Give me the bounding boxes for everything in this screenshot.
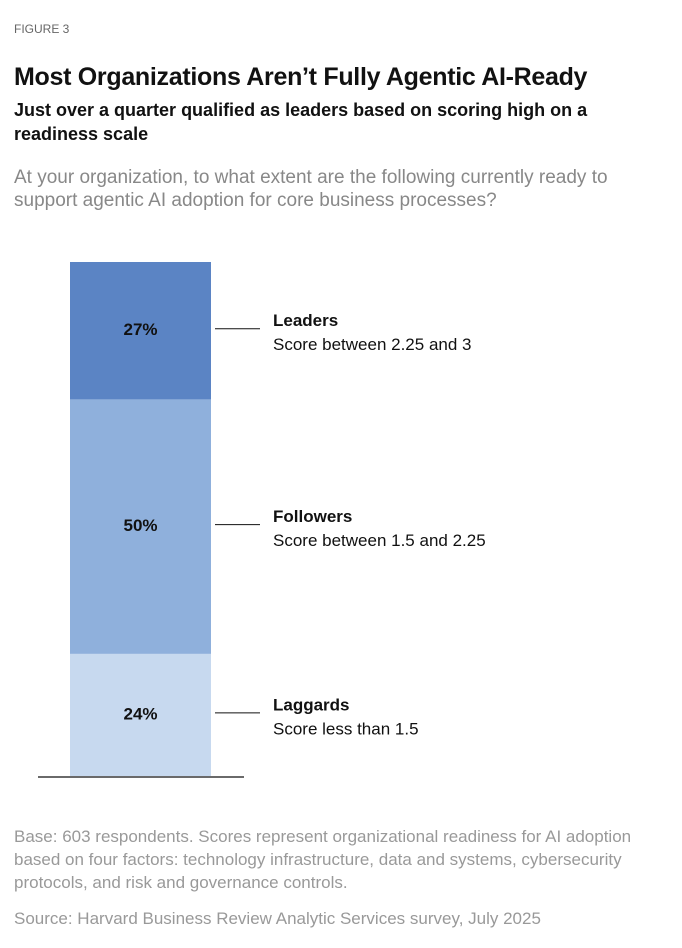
legend-label: Laggards xyxy=(273,695,350,714)
value-label: 27% xyxy=(123,320,157,339)
chart-subtitle: Just over a quarter qualified as leaders… xyxy=(14,100,588,144)
bar-segment xyxy=(70,399,211,654)
legend-description: Score between 1.5 and 2.25 xyxy=(273,531,486,550)
legend-description: Score less than 1.5 xyxy=(273,719,419,738)
bar-segment xyxy=(70,653,211,776)
survey-question: At your organization, to what extent are… xyxy=(14,167,608,211)
value-label: 24% xyxy=(123,704,157,723)
legend-label: Followers xyxy=(273,507,352,526)
legend-label: Leaders xyxy=(273,311,338,330)
footnote: Base: 603 respondents. Scores represent … xyxy=(14,827,632,892)
source: Source: Harvard Business Review Analytic… xyxy=(14,909,541,928)
chart-title: Most Organizations Aren’t Fully Agentic … xyxy=(14,63,588,91)
value-label: 50% xyxy=(123,516,157,535)
figure-label: FIGURE 3 xyxy=(14,22,70,36)
bar-segment xyxy=(70,262,211,400)
legend-description: Score between 2.25 and 3 xyxy=(273,335,471,354)
